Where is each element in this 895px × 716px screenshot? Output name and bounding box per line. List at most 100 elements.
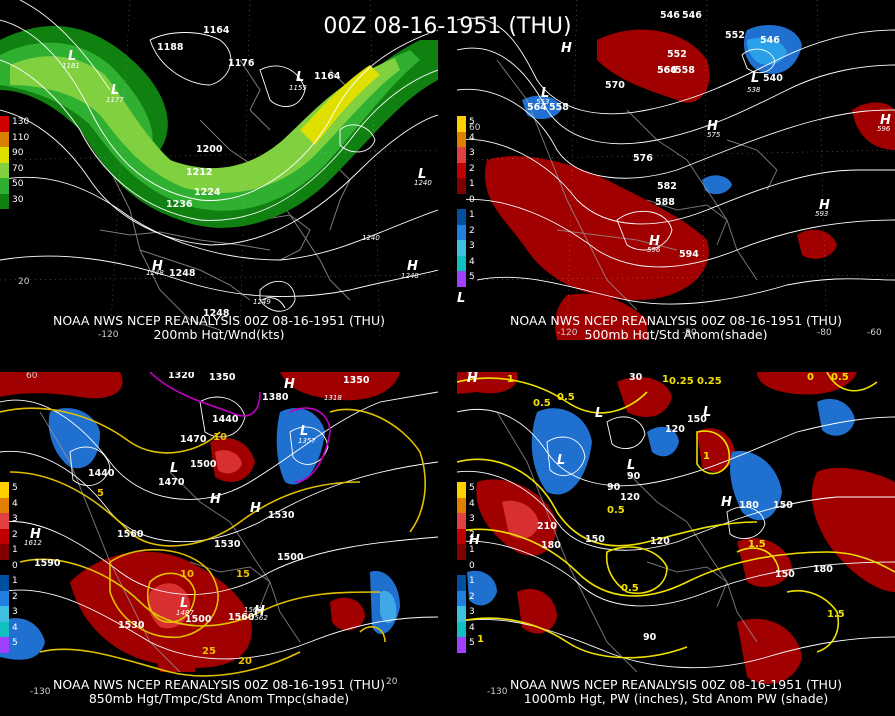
contour-label: 1240	[362, 234, 380, 242]
legend-swatch	[0, 559, 9, 575]
legend-swatch	[457, 559, 466, 575]
legend-label: 2	[469, 163, 475, 174]
high-marker: H	[152, 259, 163, 274]
legend-swatch	[0, 162, 9, 178]
grid-label: -130	[487, 687, 508, 697]
panel-caption-source: NOAA NWS NCEP REANALYSIS 00Z 08-16-1951 …	[52, 313, 385, 328]
jet-stream-shading	[0, 26, 438, 228]
legend-swatch	[457, 497, 466, 513]
contour-label: 576	[633, 153, 653, 164]
high-marker: H	[284, 377, 295, 392]
pw-label: 0.25	[669, 376, 694, 387]
legend-label: 1	[12, 576, 18, 586]
map-850mb: 1320 1350 1350 1470 1440 1380 1500 1440 …	[0, 372, 438, 712]
low-marker: L	[751, 71, 759, 86]
grid-label: -80	[817, 328, 832, 338]
contour-label: 150	[773, 500, 793, 511]
contour-label: 558	[675, 65, 695, 76]
low-marker: L	[68, 49, 76, 64]
pw-label: 1	[477, 634, 484, 645]
contour-label: 1560	[244, 606, 262, 614]
contour-label: 1155	[289, 84, 307, 92]
contour-label: 1248	[401, 272, 419, 280]
low-marker: L	[111, 83, 119, 98]
pw-label: 0.5	[831, 372, 849, 383]
contour-label: 120	[620, 492, 640, 503]
contour-label: 30	[629, 372, 643, 383]
grid-label: -120	[98, 330, 119, 340]
contour-label: 546	[760, 35, 780, 46]
legend-swatch	[457, 209, 466, 225]
contour-label: 1236	[166, 199, 193, 210]
low-marker: L	[300, 424, 308, 439]
anomaly-shading	[457, 372, 895, 685]
panel-caption-field: 1000mb Hgt, PW (inches), Std Anom PW (sh…	[523, 691, 829, 706]
contour-label: 150	[687, 414, 707, 425]
legend-swatch	[0, 590, 9, 606]
contour-label: 1530	[268, 510, 295, 521]
legend-label: 3	[469, 514, 475, 524]
panel-caption-field: 200mb Hgt/Wnd(kts)	[153, 327, 285, 340]
legend-swatch	[457, 240, 466, 256]
pw-label: 1	[703, 451, 710, 462]
low-marker: L	[595, 406, 603, 421]
pw-label: 0	[807, 372, 814, 383]
legend-label: 70	[12, 163, 24, 174]
contour-label: 538	[747, 86, 761, 94]
low-marker: L	[541, 86, 549, 101]
temperature-label: 5	[97, 488, 104, 499]
contour-label: 150	[585, 534, 605, 545]
high-marker: H	[30, 527, 41, 542]
contour-label: 1470	[158, 477, 185, 488]
legend-swatch	[0, 528, 9, 544]
contour-label: 552	[725, 30, 745, 41]
contour-label: 1560	[228, 612, 255, 623]
legend-swatch	[457, 193, 466, 209]
contour-label: 150	[775, 569, 795, 580]
legend-swatch	[457, 116, 466, 132]
contour-label: 1212	[186, 167, 212, 178]
contour-label: 180	[813, 564, 833, 575]
grid-label: -130	[30, 687, 51, 697]
contour-label: 120	[665, 424, 685, 435]
panel-850mb: 1320 1350 1350 1470 1440 1380 1500 1440 …	[0, 372, 438, 716]
temperature-label: 10	[213, 432, 227, 443]
contour-label: 90	[607, 482, 621, 493]
legend-500mb: 5 4 3 2 1 0 1 2 3 4 5	[457, 116, 487, 287]
legend-label: 2	[12, 529, 18, 540]
legend-label: 4	[12, 498, 18, 509]
panel-caption-field: 500mb Hgt/Std Anom(shade)	[584, 327, 768, 340]
contour-label: 1249	[253, 298, 271, 306]
contour-label: 1470	[180, 434, 207, 445]
contour-label: 1350	[343, 375, 370, 386]
high-marker: H	[210, 492, 221, 507]
pw-label: 1.5	[748, 539, 766, 550]
contour-label: 1177	[106, 96, 124, 104]
panel-200mb: 1164 1176 1188 1164 1200 1212 1224 1236 …	[0, 0, 438, 340]
legend-label: 4	[469, 256, 475, 267]
low-marker: L	[418, 167, 426, 182]
legend-label: 2	[469, 591, 475, 602]
low-marker: L	[170, 461, 178, 476]
legend-label: 2	[12, 591, 18, 602]
legend-label: 4	[469, 622, 475, 633]
high-marker: H	[469, 533, 480, 548]
legend-swatch	[457, 621, 466, 637]
grid-label: -120	[557, 328, 578, 338]
contour-label: 564	[657, 65, 677, 76]
legend-label: 5	[469, 638, 475, 648]
anomaly-shading	[485, 25, 895, 340]
contour-label: 120	[650, 536, 670, 547]
legend-label: 50	[12, 179, 24, 189]
contour-label: 593	[815, 210, 828, 218]
legend-swatch	[457, 482, 466, 498]
legend-200mb: 130 110 90 70 50 30	[0, 116, 30, 209]
grid-label: -60	[867, 328, 882, 338]
contour-label: 552	[667, 49, 687, 60]
legend-swatch	[0, 116, 9, 132]
legend-label: 30	[12, 194, 24, 205]
high-marker: H	[561, 41, 572, 56]
contour-label: 1530	[214, 539, 241, 550]
legend-label: 5	[12, 638, 18, 648]
legend-label: 5	[469, 272, 475, 282]
